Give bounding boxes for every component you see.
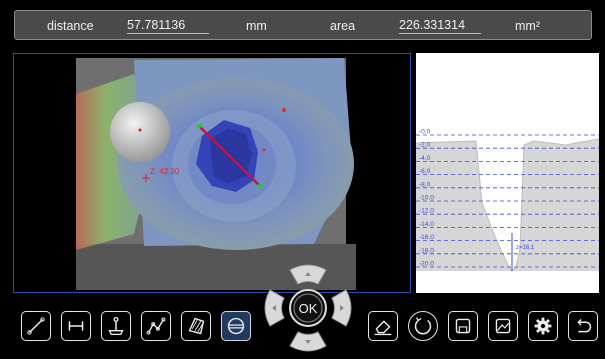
distance-tool-button[interactable] xyxy=(61,311,91,341)
profile-tick-label: -16.0 xyxy=(419,234,434,241)
reset-icon xyxy=(414,317,432,335)
ok-button[interactable] xyxy=(289,289,327,327)
back-icon xyxy=(577,318,592,333)
profile-tick-label: -0.0 xyxy=(419,129,431,136)
save-icon xyxy=(455,318,471,334)
area-tool-icon xyxy=(188,317,205,335)
profile-panel[interactable]: -0.0 -2.0 -4.0 -6.0 -8.0 -10.0 -12.0 -14.0 -16.0… xyxy=(416,53,599,293)
point-cloud-render: Z: 43.30 xyxy=(76,58,356,290)
area-label: area xyxy=(330,19,356,33)
distance-label: distance xyxy=(47,19,94,33)
profile-tick-label: -8.0 xyxy=(419,181,431,188)
profile-tick-label: -18.0 xyxy=(419,247,434,254)
line-tool-icon xyxy=(27,317,45,335)
line-tool-button[interactable] xyxy=(21,311,51,341)
reference-sphere xyxy=(110,102,170,162)
eraser-icon xyxy=(374,320,392,336)
area-tool-button[interactable] xyxy=(181,311,211,341)
settings-button[interactable] xyxy=(528,311,558,341)
save-button[interactable] xyxy=(448,311,478,341)
profile-tick-label: -2.0 xyxy=(419,142,431,149)
height-tool-button[interactable] xyxy=(101,311,131,341)
export-image-button[interactable] xyxy=(488,311,518,341)
measurement-bar: distance 57.781136 mm area 226.331314 mm… xyxy=(14,10,592,40)
settings-gear-icon xyxy=(534,317,552,335)
profile-tick-label: -6.0 xyxy=(419,168,431,175)
back-button[interactable] xyxy=(568,311,598,341)
distance-tool-icon xyxy=(68,321,84,331)
profile-tick-label: -14.0 xyxy=(419,221,434,228)
navigation-dpad: OK xyxy=(262,262,354,354)
ok-label: OK xyxy=(299,301,318,316)
profile-tool-button[interactable] xyxy=(221,311,251,341)
area-value: 226.331314 xyxy=(399,11,481,34)
export-image-icon xyxy=(495,318,511,334)
measure-line[interactable] xyxy=(198,125,261,187)
profile-tick-label: -4.0 xyxy=(419,155,431,162)
distance-value: 57.781136 xyxy=(127,11,209,34)
distance-unit: mm xyxy=(246,19,267,33)
profile-tick-label: -12.0 xyxy=(419,208,434,215)
profile-chart: -0.0 -2.0 -4.0 -6.0 -8.0 -10.0 -12.0 -14.0 -16.0… xyxy=(416,129,599,272)
3d-viewport[interactable]: Z: 43.30 xyxy=(13,53,411,293)
z-annotation: Z: 43.30 xyxy=(150,167,180,176)
profile-tool-icon xyxy=(227,317,245,335)
profile-tick-label: -20.0 xyxy=(419,261,434,268)
profile-tick-label: -10.0 xyxy=(419,195,434,202)
area-unit: mm² xyxy=(515,19,540,33)
height-tool-icon xyxy=(108,316,124,336)
profile-marker-label: z=16.1 xyxy=(516,245,535,251)
polyline-tool-icon xyxy=(146,317,166,335)
eraser-button[interactable] xyxy=(368,311,398,341)
reset-button[interactable] xyxy=(408,311,438,341)
profile-fill xyxy=(416,139,599,271)
polyline-tool-button[interactable] xyxy=(141,311,171,341)
